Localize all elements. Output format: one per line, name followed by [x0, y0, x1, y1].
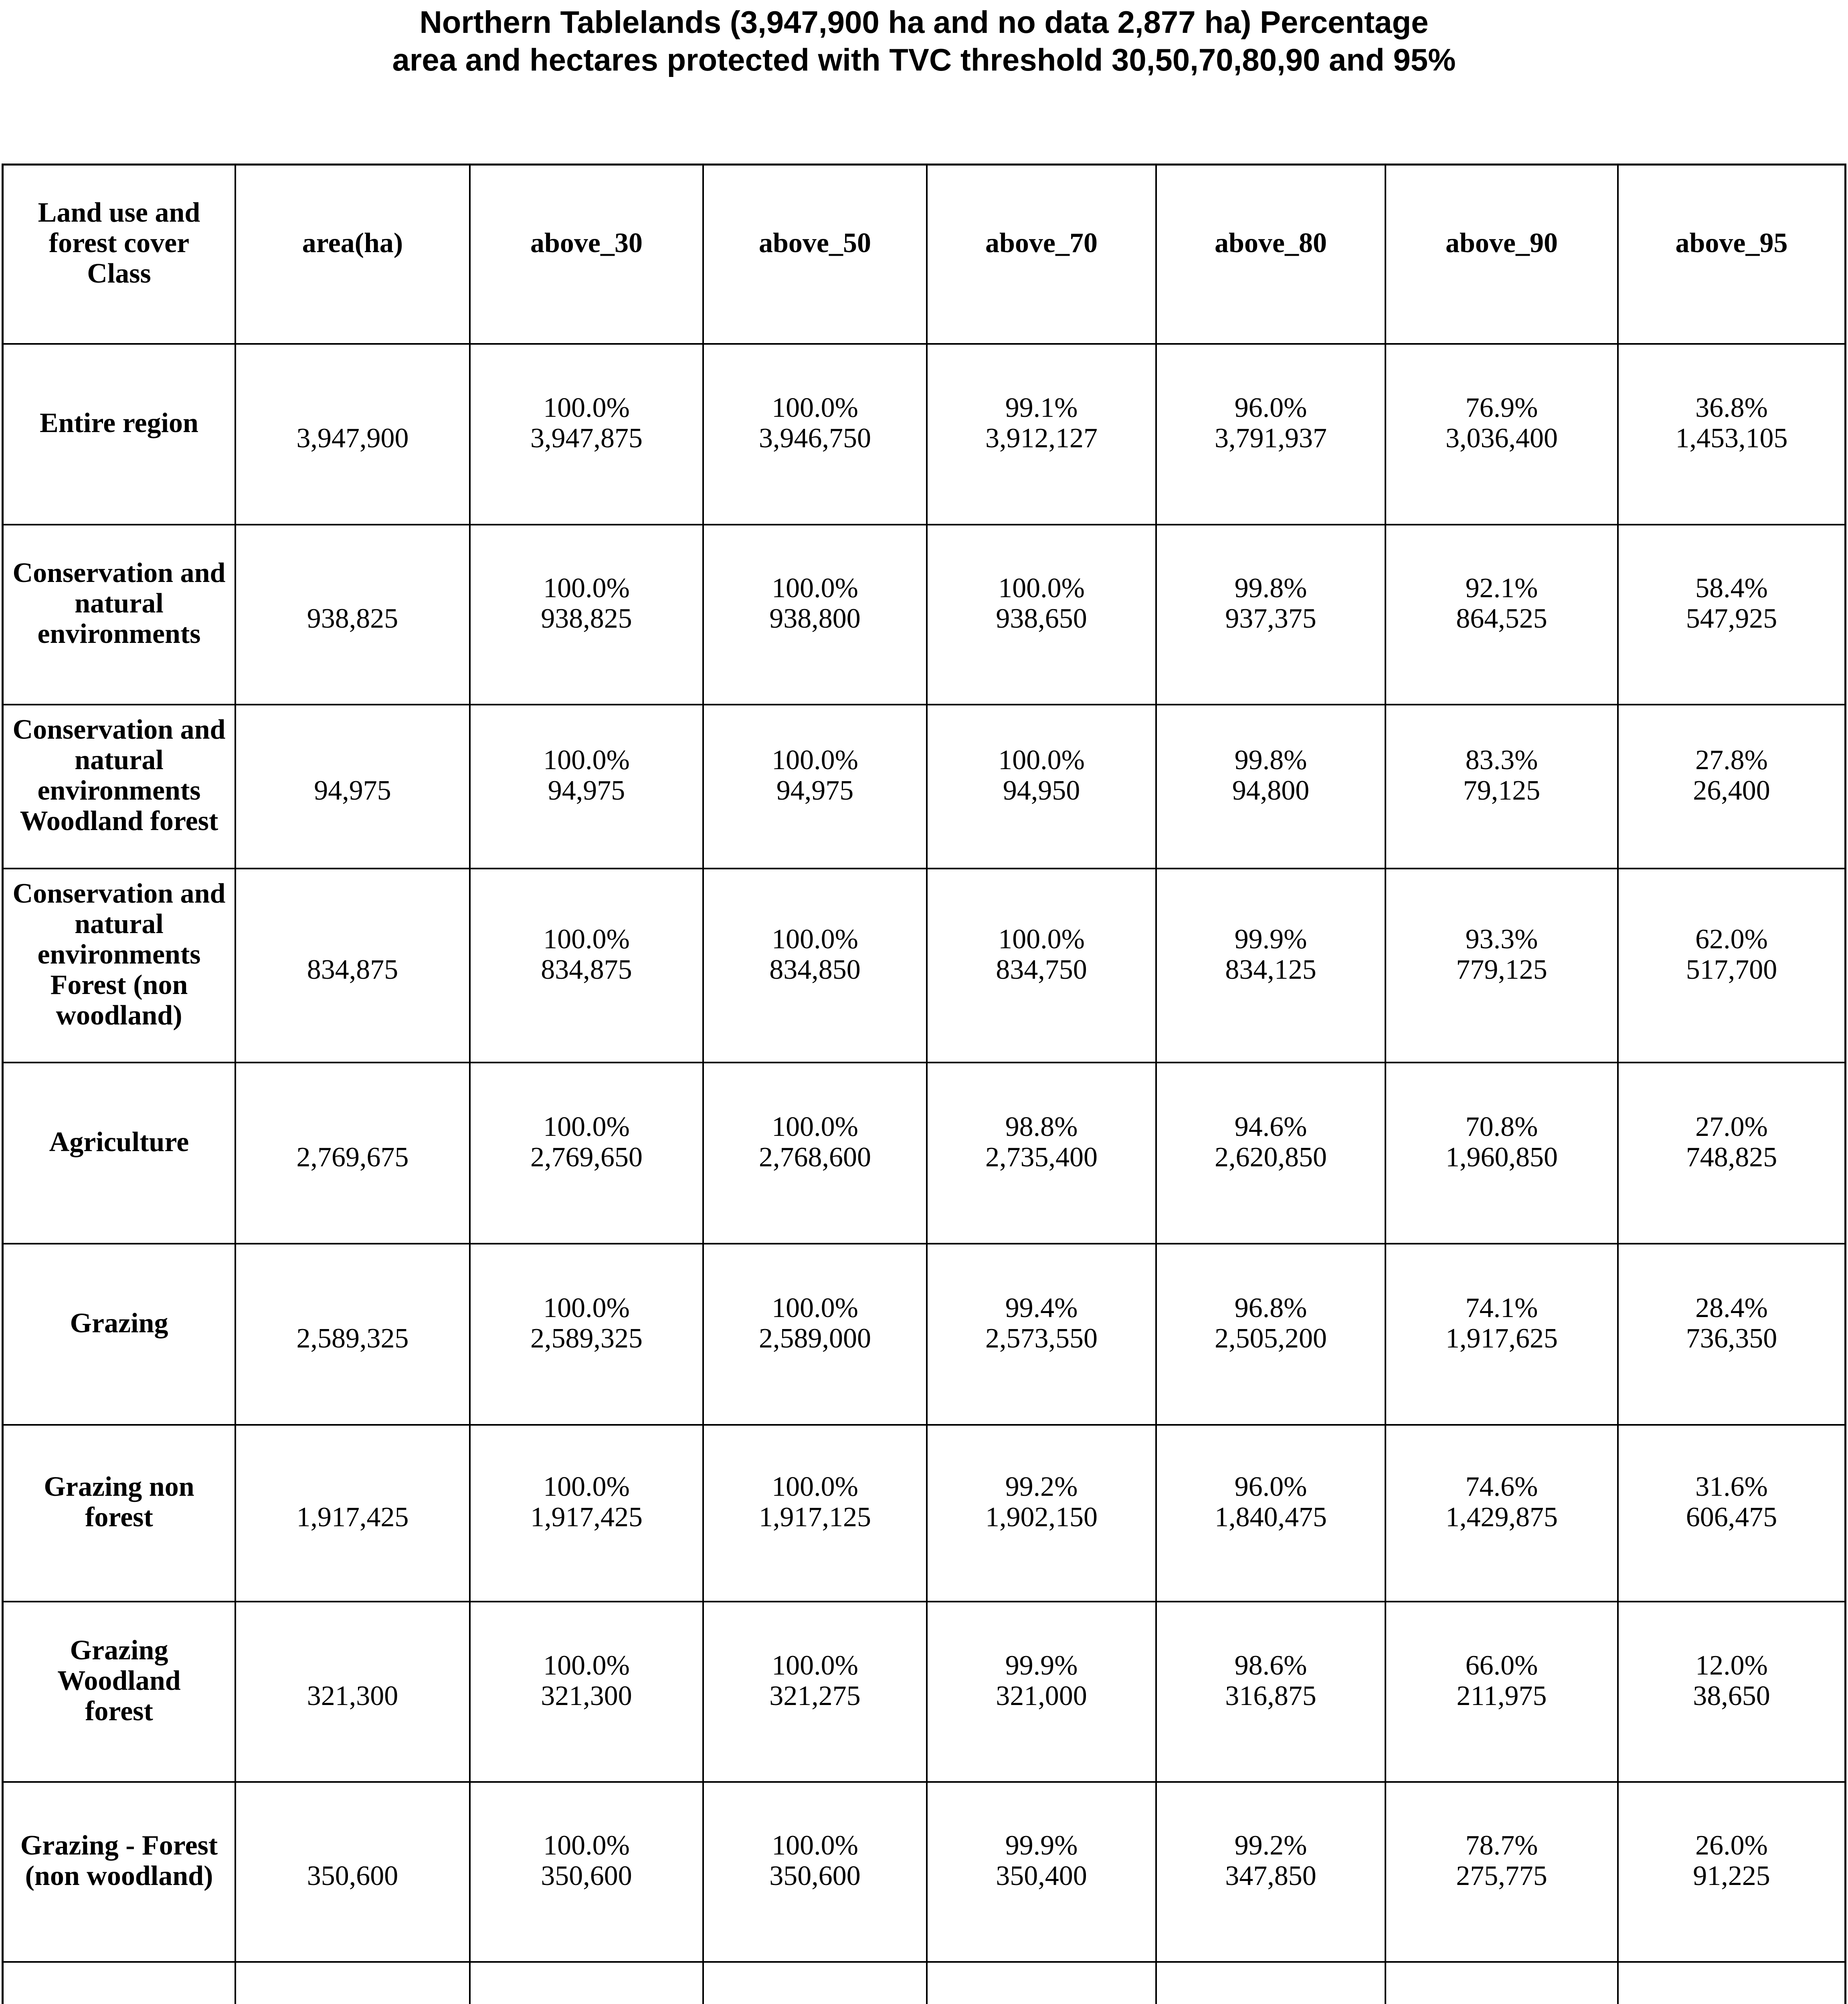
value-cell: 100.0% 938,650: [928, 525, 1157, 705]
area-cell: 172,625: [236, 1963, 471, 2004]
value-cell: 98.6% 316,875: [1157, 1602, 1386, 1783]
value-cell: 27.0% 748,825: [1619, 1063, 1844, 1244]
value-cell: 99.2% 1,902,150: [928, 1426, 1157, 1602]
value-cell: 27.8% 26,400: [1619, 705, 1844, 869]
value-cell: 98.8% 2,735,400: [928, 1063, 1157, 1244]
value-cell: 99.8% 94,800: [1157, 705, 1386, 869]
value-cell: 100.0% 350,600: [471, 1783, 704, 1963]
value-cell: 100.0% 94,975: [704, 705, 928, 869]
column-header-above30: above_30: [471, 166, 704, 345]
value-cell: 99.4% 2,573,550: [928, 1244, 1157, 1426]
value-cell: 28.4% 736,350: [1619, 1244, 1844, 1426]
value-cell: 74.6% 1,429,875: [1386, 1426, 1619, 1602]
value-cell: 89.9%155,200: [928, 1963, 1157, 2004]
value-cell: 94.6% 2,620,850: [1157, 1063, 1386, 1244]
value-cell: 83.3% 79,125: [1386, 705, 1619, 869]
row-label: Agriculture: [4, 1063, 236, 1244]
value-cell: 100.0% 834,750: [928, 869, 1157, 1063]
row-label: Grazing - Forest (non woodland): [4, 1783, 236, 1963]
row-label: Cropping: [4, 1963, 236, 2004]
value-cell: 100.0% 2,589,325: [471, 1244, 704, 1426]
row-label: Grazing non forest: [4, 1426, 236, 1602]
value-cell: 74.1% 1,917,625: [1386, 1244, 1619, 1426]
value-cell: 64.4%111,150: [1157, 1963, 1386, 2004]
column-header-above50: above_50: [704, 166, 928, 345]
value-cell: 99.9% 321,000: [928, 1602, 1157, 1783]
value-cell: 100.0% 834,850: [704, 869, 928, 1063]
area-cell: 94,975: [236, 705, 471, 869]
value-cell: 96.0% 1,840,475: [1157, 1426, 1386, 1602]
value-cell: 100.0% 3,947,875: [471, 345, 704, 525]
area-cell: 321,300: [236, 1602, 471, 1783]
data-table: Land use and forest cover Class area(ha)…: [2, 164, 1846, 2004]
row-label: Conservation and natural environments Wo…: [4, 705, 236, 869]
value-cell: 100.0% 350,600: [704, 1783, 928, 1963]
value-cell: 70.8% 1,960,850: [1386, 1063, 1619, 1244]
value-cell: 58.4% 547,925: [1619, 525, 1844, 705]
value-cell: 96.8% 2,505,200: [1157, 1244, 1386, 1426]
row-label: Grazing: [4, 1244, 236, 1426]
row-label: Grazing Woodland forest: [4, 1602, 236, 1783]
value-cell: 100.0% 2,768,600: [704, 1063, 928, 1244]
column-header-above70: above_70: [928, 166, 1157, 345]
value-cell: 99.2% 347,850: [1157, 1783, 1386, 1963]
value-cell: 100.0% 94,950: [928, 705, 1157, 869]
column-header-above80: above_80: [1157, 166, 1386, 345]
value-cell: 100.0% 938,825: [471, 525, 704, 705]
area-cell: 2,589,325: [236, 1244, 471, 1426]
value-cell: 100.0% 321,300: [471, 1602, 704, 1783]
value-cell: 99.1% 3,912,127: [928, 345, 1157, 525]
value-cell: 78.7% 275,775: [1386, 1783, 1619, 1963]
value-cell: 66.0% 211,975: [1386, 1602, 1619, 1783]
value-cell: 100.0% 321,275: [704, 1602, 928, 1783]
value-cell: 62.0% 517,700: [1619, 869, 1844, 1063]
column-header-class: Land use and forest cover Class: [4, 166, 236, 345]
value-cell: 36.8% 1,453,105: [1619, 345, 1844, 525]
value-cell: 100.0% 2,589,000: [704, 1244, 928, 1426]
value-cell: 100.0% 3,946,750: [704, 345, 928, 525]
row-label: Conservation and natural environments: [4, 525, 236, 705]
page-title: Northern Tablelands (3,947,900 ha and no…: [392, 4, 1456, 77]
value-cell: 99.9% 834,125: [1157, 869, 1386, 1063]
value-cell: 100.0% 1,917,125: [704, 1426, 928, 1602]
value-cell: 100.0% 94,975: [471, 705, 704, 869]
value-cell: 76.9% 3,036,400: [1386, 345, 1619, 525]
row-label: Conservation and natural environments Fo…: [4, 869, 236, 1063]
value-cell: 92.1% 864,525: [1386, 525, 1619, 705]
value-cell: 99.9% 350,400: [928, 1783, 1157, 1963]
value-cell: 26.0% 91,225: [1619, 1783, 1844, 1963]
value-cell: 99.8% 937,375: [1157, 525, 1386, 705]
value-cell: 100.0% 2,769,650: [471, 1063, 704, 1244]
column-header-area: area(ha): [236, 166, 471, 345]
area-cell: 938,825: [236, 525, 471, 705]
value-cell: 99.6%171,875: [704, 1963, 928, 2004]
column-header-above90: above_90: [1386, 166, 1619, 345]
value-cell: 96.0% 3,791,937: [1157, 345, 1386, 525]
value-cell: 100.0% 1,917,425: [471, 1426, 704, 1602]
column-header-above95: above_95: [1619, 166, 1844, 345]
area-cell: 2,769,675: [236, 1063, 471, 1244]
area-cell: 3,947,900: [236, 345, 471, 525]
area-cell: 1,917,425: [236, 1426, 471, 1602]
value-cell: 12.0% 38,650: [1619, 1602, 1844, 1783]
value-cell: 24.6%42,400: [1386, 1963, 1619, 2004]
area-cell: 834,875: [236, 869, 471, 1063]
value-cell: 100.0%172,600: [471, 1963, 704, 2004]
value-cell: 7.1%12,275: [1619, 1963, 1844, 2004]
value-cell: 100.0% 834,875: [471, 869, 704, 1063]
row-label: Entire region: [4, 345, 236, 525]
value-cell: 93.3% 779,125: [1386, 869, 1619, 1063]
value-cell: 100.0% 938,800: [704, 525, 928, 705]
area-cell: 350,600: [236, 1783, 471, 1963]
value-cell: 31.6% 606,475: [1619, 1426, 1844, 1602]
